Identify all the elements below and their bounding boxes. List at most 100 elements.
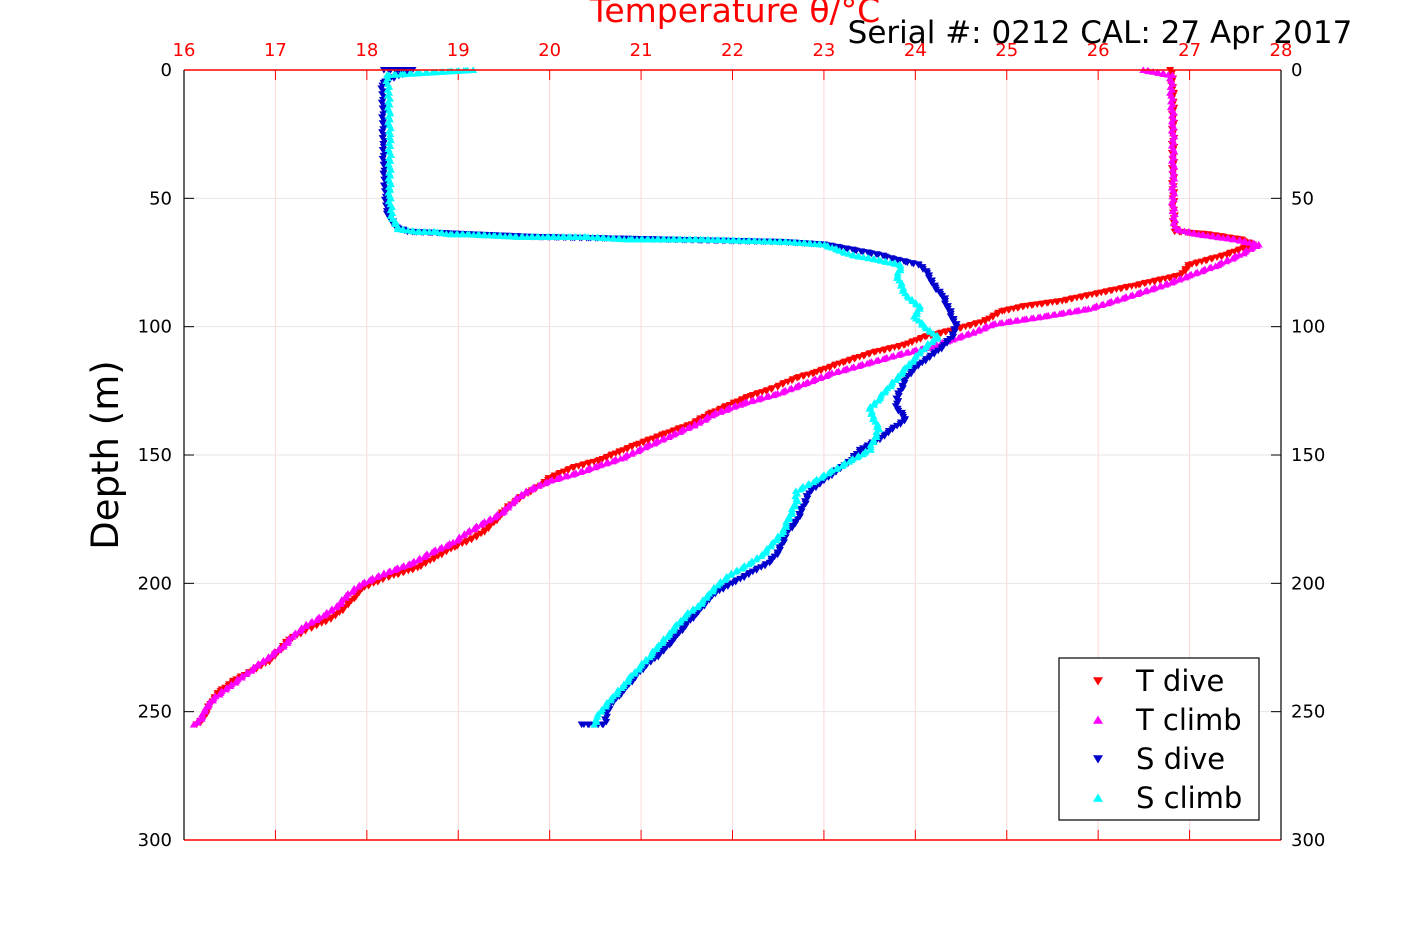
t-climb-marker	[460, 530, 469, 537]
s-climb-marker	[900, 364, 909, 371]
series-t-climb	[189, 66, 1263, 728]
t-climb-marker	[500, 505, 509, 513]
s-climb-marker	[676, 616, 685, 624]
s-climb-marker	[925, 326, 934, 334]
t-dive-marker	[480, 529, 489, 536]
s-dive-marker	[930, 351, 939, 358]
t-climb-marker	[238, 672, 247, 679]
t-climb-marker	[189, 720, 198, 728]
s-climb-marker	[648, 647, 657, 655]
s-climb-marker	[689, 605, 698, 612]
s-climb-marker	[753, 554, 762, 561]
chart-subtitle: Serial #: 0212 CAL: 27 Apr 2017	[848, 15, 1353, 51]
s-climb-marker	[654, 641, 663, 648]
s-dive-marker	[880, 433, 889, 440]
s-climb-marker	[929, 336, 938, 344]
s-climb-marker	[911, 351, 920, 359]
t-climb-marker	[284, 635, 293, 642]
s-climb-marker	[672, 620, 681, 628]
t-climb-marker	[343, 590, 352, 597]
s-climb-marker	[593, 710, 602, 718]
t-climb-marker	[327, 605, 336, 612]
s-dive-marker	[914, 262, 923, 269]
s-dive-marker	[925, 354, 934, 362]
legend-label-s-dive: S dive	[1136, 742, 1225, 776]
t-climb-marker	[455, 533, 464, 541]
s-climb-marker	[923, 340, 932, 347]
y-tick-label-right: 300	[1291, 830, 1325, 851]
t-climb-marker	[249, 663, 258, 671]
t-climb-marker	[512, 494, 521, 501]
s-climb-marker	[929, 329, 938, 337]
t-climb-marker	[322, 608, 331, 616]
x-tick-label: 24	[904, 40, 927, 61]
t-climb-marker	[227, 680, 236, 688]
y-tick-label-right: 0	[1291, 60, 1302, 81]
s-climb-marker	[613, 686, 622, 694]
t-climb-marker	[264, 653, 273, 660]
x-tick-label: 26	[1087, 40, 1110, 61]
x-tick-label: 27	[1178, 40, 1201, 61]
s-climb-marker	[630, 668, 639, 675]
y-tick-label-left: 250	[138, 702, 172, 723]
y-tick-label-right: 200	[1291, 573, 1325, 594]
y-tick-label-left: 300	[138, 830, 172, 851]
s-dive-marker	[654, 653, 663, 661]
legend: T dive T climb S dive S climb	[1058, 657, 1260, 821]
t-climb-marker	[259, 656, 268, 664]
t-climb-marker	[504, 501, 513, 509]
s-dive-marker	[914, 363, 923, 370]
s-climb-marker	[716, 578, 725, 585]
s-climb-marker	[905, 360, 914, 367]
s-climb-marker	[609, 692, 618, 700]
s-climb-marker	[602, 698, 611, 706]
legend-box	[1058, 657, 1260, 821]
s-dive-marker	[921, 357, 930, 365]
s-climb-marker	[758, 550, 767, 558]
s-climb-marker	[722, 572, 731, 580]
s-climb-marker	[916, 347, 925, 355]
y-tick-label-right: 50	[1291, 188, 1314, 209]
t-climb-marker	[279, 641, 288, 648]
s-dive-marker	[893, 422, 902, 430]
s-dive-marker	[900, 417, 909, 425]
s-climb-marker	[620, 680, 629, 687]
s-climb-marker	[870, 399, 879, 406]
s-climb-marker	[598, 705, 607, 713]
t-climb-marker	[205, 698, 214, 706]
s-dive-marker	[937, 345, 946, 353]
t-climb-marker	[297, 624, 306, 631]
t-climb-marker	[217, 687, 226, 695]
s-climb-marker	[665, 629, 674, 636]
t-climb-marker	[222, 684, 231, 691]
s-climb-marker	[698, 596, 707, 603]
t-climb-marker	[211, 692, 220, 700]
s-climb-marker	[705, 590, 714, 597]
y-tick-label-right: 150	[1291, 445, 1325, 466]
legend-label-t-climb: T climb	[1135, 703, 1242, 737]
s-climb-marker	[866, 403, 875, 410]
s-dive-marker	[577, 721, 586, 729]
t-climb-marker	[333, 601, 342, 609]
t-dive-marker	[484, 525, 493, 533]
s-climb-marker	[907, 295, 916, 303]
x-tick-label: 18	[355, 40, 378, 61]
s-climb-marker	[637, 659, 646, 667]
t-dive-marker	[338, 607, 347, 615]
t-dive-marker	[477, 530, 486, 538]
x-tick-label: 16	[173, 40, 196, 61]
t-climb-marker	[517, 490, 526, 498]
s-climb-marker	[933, 331, 942, 339]
t-climb-marker	[449, 538, 458, 546]
legend-marker-t-climb	[1093, 715, 1103, 724]
x-tick-label: 25	[995, 40, 1018, 61]
s-dive-marker	[932, 286, 941, 294]
x-tick-label: 28	[1270, 40, 1293, 61]
s-climb-marker	[694, 601, 703, 609]
s-climb-marker	[911, 299, 920, 306]
series-s-climb	[382, 66, 942, 728]
legend-label-t-dive: T dive	[1135, 664, 1224, 698]
legend-marker-s-climb	[1093, 793, 1103, 802]
s-dive-marker	[918, 359, 927, 367]
t-climb-marker	[233, 675, 242, 683]
